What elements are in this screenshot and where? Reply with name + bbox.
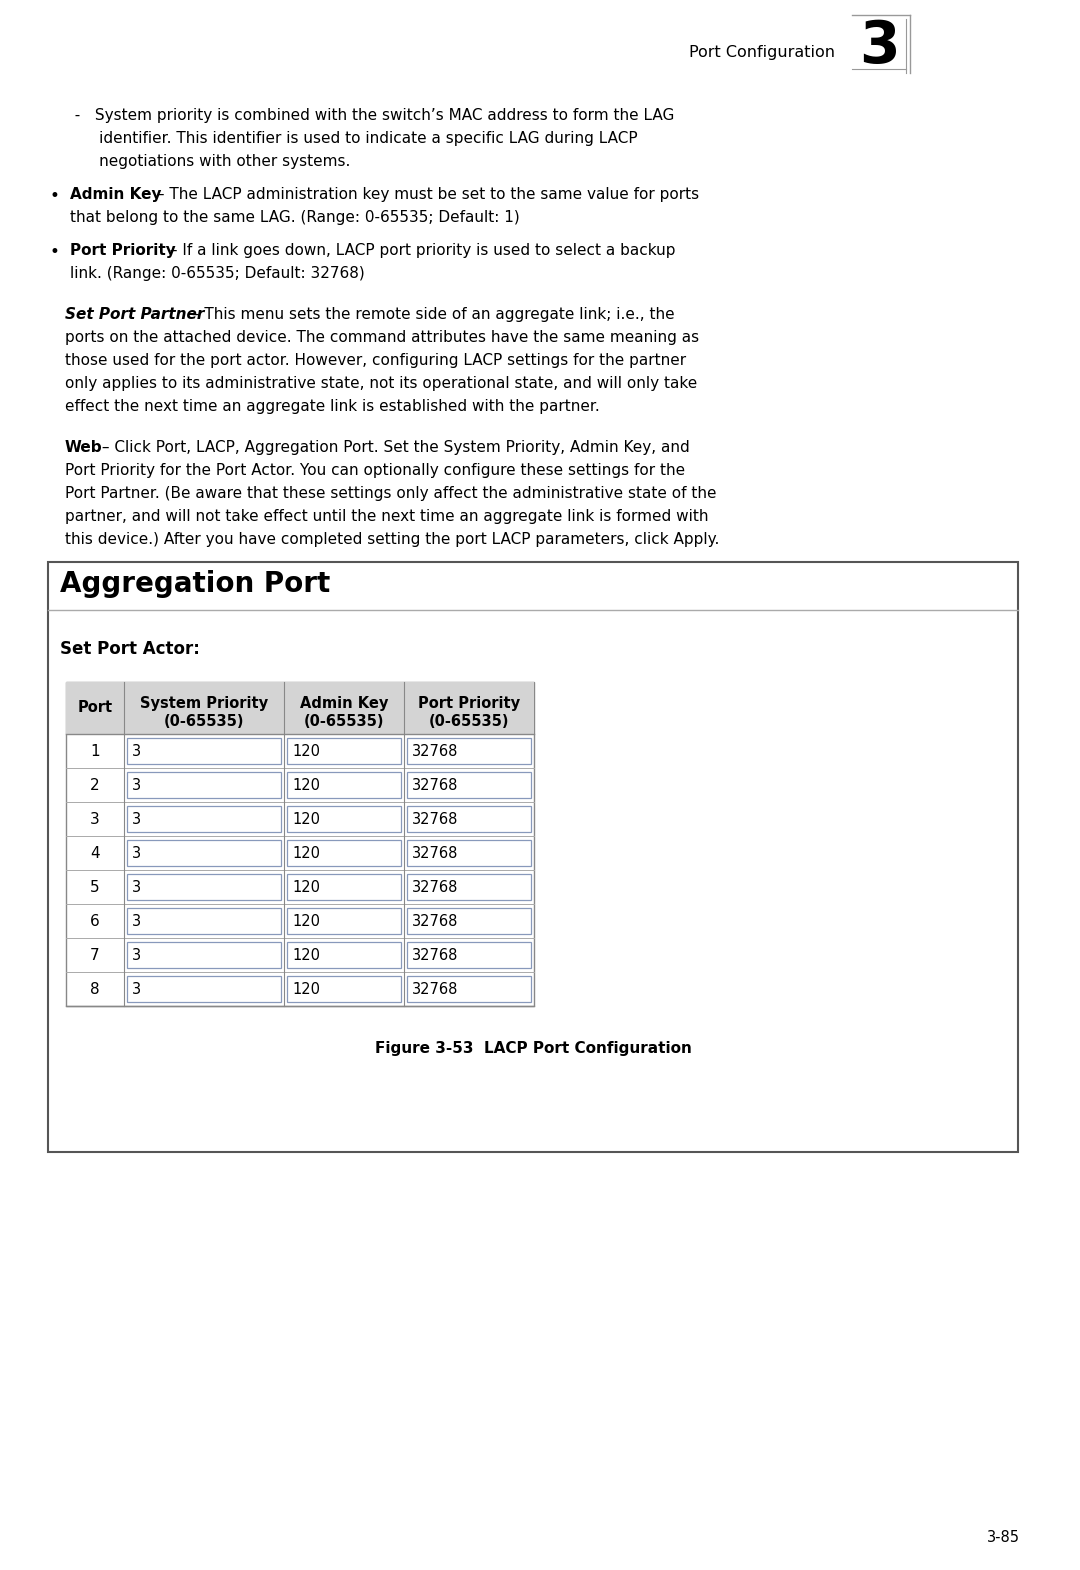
Text: – Click Port, LACP, Aggregation Port. Set the System Priority, Admin Key, and: – Click Port, LACP, Aggregation Port. Se…: [97, 440, 690, 455]
Text: 32768: 32768: [411, 812, 458, 826]
Bar: [407, 977, 531, 1002]
Text: – This menu sets the remote side of an aggregate link; i.e., the: – This menu sets the remote side of an a…: [187, 308, 675, 322]
Text: 120: 120: [292, 744, 320, 758]
Bar: [48, 562, 1018, 1152]
Bar: [127, 772, 281, 798]
Text: 3: 3: [859, 17, 900, 74]
Text: Admin Key: Admin Key: [300, 696, 388, 711]
Text: 2: 2: [91, 777, 99, 793]
Text: 3: 3: [132, 981, 141, 997]
Text: Figure 3-53  LACP Port Configuration: Figure 3-53 LACP Port Configuration: [375, 1041, 691, 1057]
Text: 32768: 32768: [411, 914, 458, 928]
Text: 3: 3: [132, 846, 141, 860]
Text: ports on the attached device. The command attributes have the same meaning as: ports on the attached device. The comman…: [65, 330, 699, 345]
Text: 32768: 32768: [411, 948, 458, 962]
Text: Port Partner. (Be aware that these settings only affect the administrative state: Port Partner. (Be aware that these setti…: [65, 487, 716, 501]
Text: 3: 3: [132, 812, 141, 826]
Text: 7: 7: [91, 948, 99, 962]
Bar: [287, 805, 401, 832]
Text: partner, and will not take effect until the next time an aggregate link is forme: partner, and will not take effect until …: [65, 509, 708, 524]
Text: that belong to the same LAG. (Range: 0-65535; Default: 1): that belong to the same LAG. (Range: 0-6…: [70, 210, 519, 225]
Text: only applies to its administrative state, not its operational state, and will on: only applies to its administrative state…: [65, 375, 698, 391]
Bar: [287, 874, 401, 900]
Bar: [66, 681, 534, 735]
Text: 32768: 32768: [411, 981, 458, 997]
Text: identifier. This identifier is used to indicate a specific LAG during LACP: identifier. This identifier is used to i…: [65, 130, 637, 146]
Bar: [287, 977, 401, 1002]
Text: those used for the port actor. However, configuring LACP settings for the partne: those used for the port actor. However, …: [65, 353, 686, 367]
Text: Web: Web: [65, 440, 103, 455]
Bar: [127, 942, 281, 969]
Bar: [127, 738, 281, 765]
Text: System Priority: System Priority: [140, 696, 268, 711]
Text: •: •: [50, 243, 59, 261]
Text: 120: 120: [292, 948, 320, 962]
Text: Port: Port: [78, 700, 112, 716]
Text: 6: 6: [90, 914, 99, 928]
Text: Port Configuration: Port Configuration: [689, 46, 835, 61]
Text: 5: 5: [91, 879, 99, 895]
Bar: [287, 942, 401, 969]
Text: Aggregation Port: Aggregation Port: [60, 570, 330, 598]
Text: 32768: 32768: [411, 744, 458, 758]
Bar: [407, 907, 531, 934]
Bar: [287, 738, 401, 765]
Bar: [407, 805, 531, 832]
Text: 8: 8: [91, 981, 99, 997]
Bar: [127, 840, 281, 867]
Text: link. (Range: 0-65535; Default: 32768): link. (Range: 0-65535; Default: 32768): [70, 265, 365, 281]
Text: 3: 3: [132, 914, 141, 928]
Text: 120: 120: [292, 812, 320, 826]
Text: Port Priority: Port Priority: [70, 243, 176, 257]
Bar: [287, 840, 401, 867]
Text: 32768: 32768: [411, 777, 458, 793]
Text: 120: 120: [292, 879, 320, 895]
Text: 3: 3: [132, 744, 141, 758]
Text: 32768: 32768: [411, 846, 458, 860]
Text: (0-65535): (0-65535): [429, 714, 510, 728]
Text: 3: 3: [132, 948, 141, 962]
Text: – If a link goes down, LACP port priority is used to select a backup: – If a link goes down, LACP port priorit…: [165, 243, 675, 257]
Text: •: •: [50, 187, 59, 206]
Text: 120: 120: [292, 981, 320, 997]
Text: negotiations with other systems.: negotiations with other systems.: [65, 154, 350, 170]
Text: 1: 1: [91, 744, 99, 758]
Text: 4: 4: [91, 846, 99, 860]
Text: Set Port Partner: Set Port Partner: [65, 308, 204, 322]
Text: 3: 3: [90, 812, 99, 826]
Bar: [127, 874, 281, 900]
Text: -   System priority is combined with the switch’s MAC address to form the LAG: - System priority is combined with the s…: [65, 108, 674, 122]
Bar: [407, 840, 531, 867]
Bar: [287, 907, 401, 934]
Text: Admin Key: Admin Key: [70, 187, 162, 203]
Bar: [407, 874, 531, 900]
Bar: [127, 977, 281, 1002]
Text: Set Port Actor:: Set Port Actor:: [60, 641, 200, 658]
Text: Port Priority: Port Priority: [418, 696, 521, 711]
Bar: [127, 805, 281, 832]
Text: effect the next time an aggregate link is established with the partner.: effect the next time an aggregate link i…: [65, 399, 599, 414]
Bar: [66, 681, 534, 1006]
Text: 32768: 32768: [411, 879, 458, 895]
Text: (0-65535): (0-65535): [303, 714, 384, 728]
Text: (0-65535): (0-65535): [164, 714, 244, 728]
Bar: [287, 772, 401, 798]
Bar: [407, 738, 531, 765]
Text: – The LACP administration key must be set to the same value for ports: – The LACP administration key must be se…: [152, 187, 699, 203]
Text: 3: 3: [132, 879, 141, 895]
Bar: [407, 772, 531, 798]
Text: 3: 3: [132, 777, 141, 793]
Bar: [407, 942, 531, 969]
Bar: [127, 907, 281, 934]
Text: 120: 120: [292, 846, 320, 860]
Text: 120: 120: [292, 914, 320, 928]
Text: 120: 120: [292, 777, 320, 793]
Text: this device.) After you have completed setting the port LACP parameters, click A: this device.) After you have completed s…: [65, 532, 719, 546]
Text: 3-85: 3-85: [987, 1531, 1020, 1545]
Text: Port Priority for the Port Actor. You can optionally configure these settings fo: Port Priority for the Port Actor. You ca…: [65, 463, 685, 477]
